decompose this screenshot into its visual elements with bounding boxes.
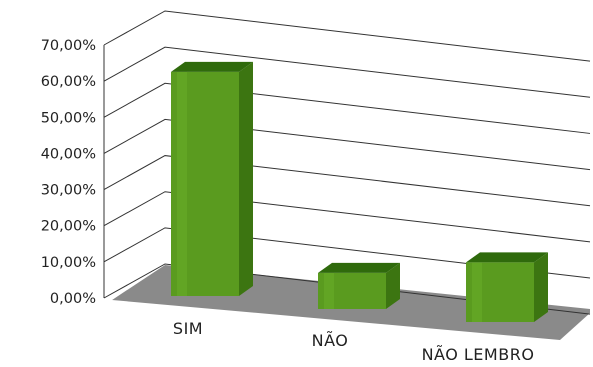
y-tick-label: 70,00%: [41, 38, 96, 54]
bar-side-SIM: [239, 61, 253, 296]
gridline: [103, 10, 591, 62]
y-tick-label: 10,00%: [41, 255, 96, 271]
y-tick-label: 20,00%: [41, 219, 96, 235]
x-category-label: NÃO LEMBRO: [422, 345, 535, 364]
bar-side-NÃO LEMBRO: [534, 252, 548, 322]
y-tick-label: 40,00%: [41, 146, 96, 162]
chart-left-wall: [112, 12, 162, 300]
y-tick-label: 50,00%: [41, 110, 96, 126]
gridline: [103, 118, 591, 171]
bar-side-NÃO: [386, 262, 400, 309]
y-tick-label: 60,00%: [41, 74, 96, 90]
y-tick-label: 30,00%: [41, 183, 96, 199]
y-tick-label: 0,00%: [50, 291, 96, 307]
bar-SIM: [171, 71, 239, 297]
bar-highlight: [177, 71, 187, 297]
bar-highlight: [472, 262, 482, 322]
gridline: [103, 227, 591, 279]
bar-NÃO LEMBRO: [466, 262, 534, 322]
gridline: [103, 155, 591, 207]
gridline: [103, 82, 591, 134]
gridline: [103, 46, 591, 98]
bar-top-SIM: [171, 61, 253, 72]
bar-top-NÃO: [318, 262, 400, 273]
bar-top-NÃO LEMBRO: [466, 252, 548, 263]
gridline: [103, 191, 591, 243]
x-category-label: NÃO: [312, 331, 349, 350]
bar-NÃO: [318, 272, 386, 309]
gridline: [103, 263, 591, 315]
bar-highlight: [324, 272, 334, 309]
x-category-label: SIM: [173, 319, 203, 338]
